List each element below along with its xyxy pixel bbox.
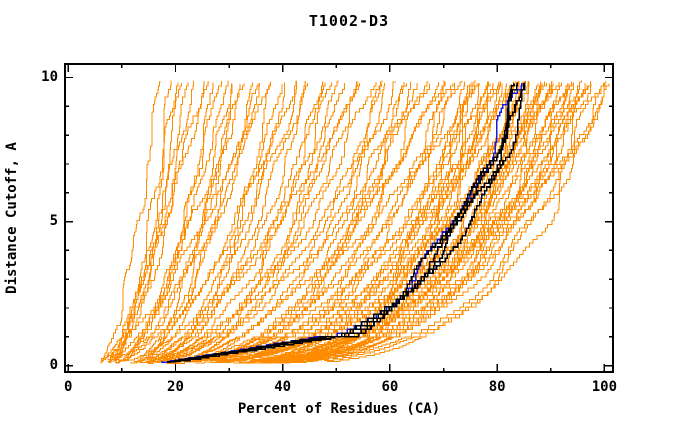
- model-curve: [233, 82, 480, 364]
- model-curve: [145, 80, 297, 362]
- model-curve: [304, 83, 512, 361]
- model-curve: [192, 83, 454, 361]
- model-curve: [121, 83, 241, 362]
- model-curve: [107, 81, 210, 360]
- model-curve: [276, 82, 604, 361]
- model-curve: [108, 83, 259, 364]
- model-curve: [277, 83, 586, 361]
- model-curve: [138, 83, 271, 363]
- model-curve: [146, 83, 308, 363]
- model-curve: [170, 83, 346, 364]
- model-curve: [267, 83, 524, 363]
- model-curve: [138, 82, 253, 363]
- model-curve: [114, 81, 298, 364]
- model-curve: [300, 83, 569, 362]
- model-curve: [173, 82, 332, 364]
- reference-curve: [183, 82, 526, 362]
- model-curve: [255, 80, 591, 362]
- x-tick-label: 0: [63, 379, 73, 395]
- model-curve: [214, 83, 407, 361]
- model-curve: [100, 81, 205, 364]
- model-curve: [147, 83, 361, 364]
- model-curve: [323, 82, 605, 361]
- model-curve: [153, 83, 430, 360]
- model-curve: [326, 83, 610, 362]
- axis-box: [64, 63, 614, 373]
- model-curve: [125, 80, 222, 361]
- model-curve: [118, 80, 229, 363]
- model-curve: [290, 81, 607, 363]
- model-curve: [140, 81, 306, 363]
- model-curve: [166, 80, 383, 364]
- model-curve: [174, 81, 429, 364]
- x-tick-label: 60: [381, 379, 399, 395]
- model-curve: [100, 81, 161, 361]
- x-tick-label: 40: [274, 379, 292, 395]
- model-curve: [146, 82, 326, 363]
- x-tick-label: 100: [591, 379, 618, 395]
- y-tick-label: 5: [49, 212, 58, 229]
- chart-title: T1002-D3: [308, 12, 390, 30]
- model-curve: [156, 80, 339, 364]
- model-curve: [101, 83, 245, 362]
- y-tick-label: 10: [41, 68, 58, 85]
- model-curve: [239, 83, 500, 363]
- model-curve: [188, 81, 466, 362]
- model-curve: [149, 81, 377, 362]
- reference-curve: [171, 83, 515, 362]
- model-curve: [110, 80, 194, 362]
- model-curve: [107, 82, 189, 362]
- x-axis-label: Percent of Residues (CA): [237, 401, 441, 417]
- model-curve: [208, 83, 385, 361]
- axis-ticks: [65, 64, 613, 372]
- model-curve: [171, 81, 324, 362]
- model-curve: [250, 82, 592, 361]
- y-tick-label: 0: [49, 356, 58, 373]
- model-curve: [240, 82, 554, 364]
- model-curve: [199, 83, 480, 362]
- x-tick-label: 80: [488, 379, 506, 395]
- model-curve: [146, 83, 233, 360]
- x-tick-label: 20: [167, 379, 184, 395]
- model-curve: [187, 83, 382, 362]
